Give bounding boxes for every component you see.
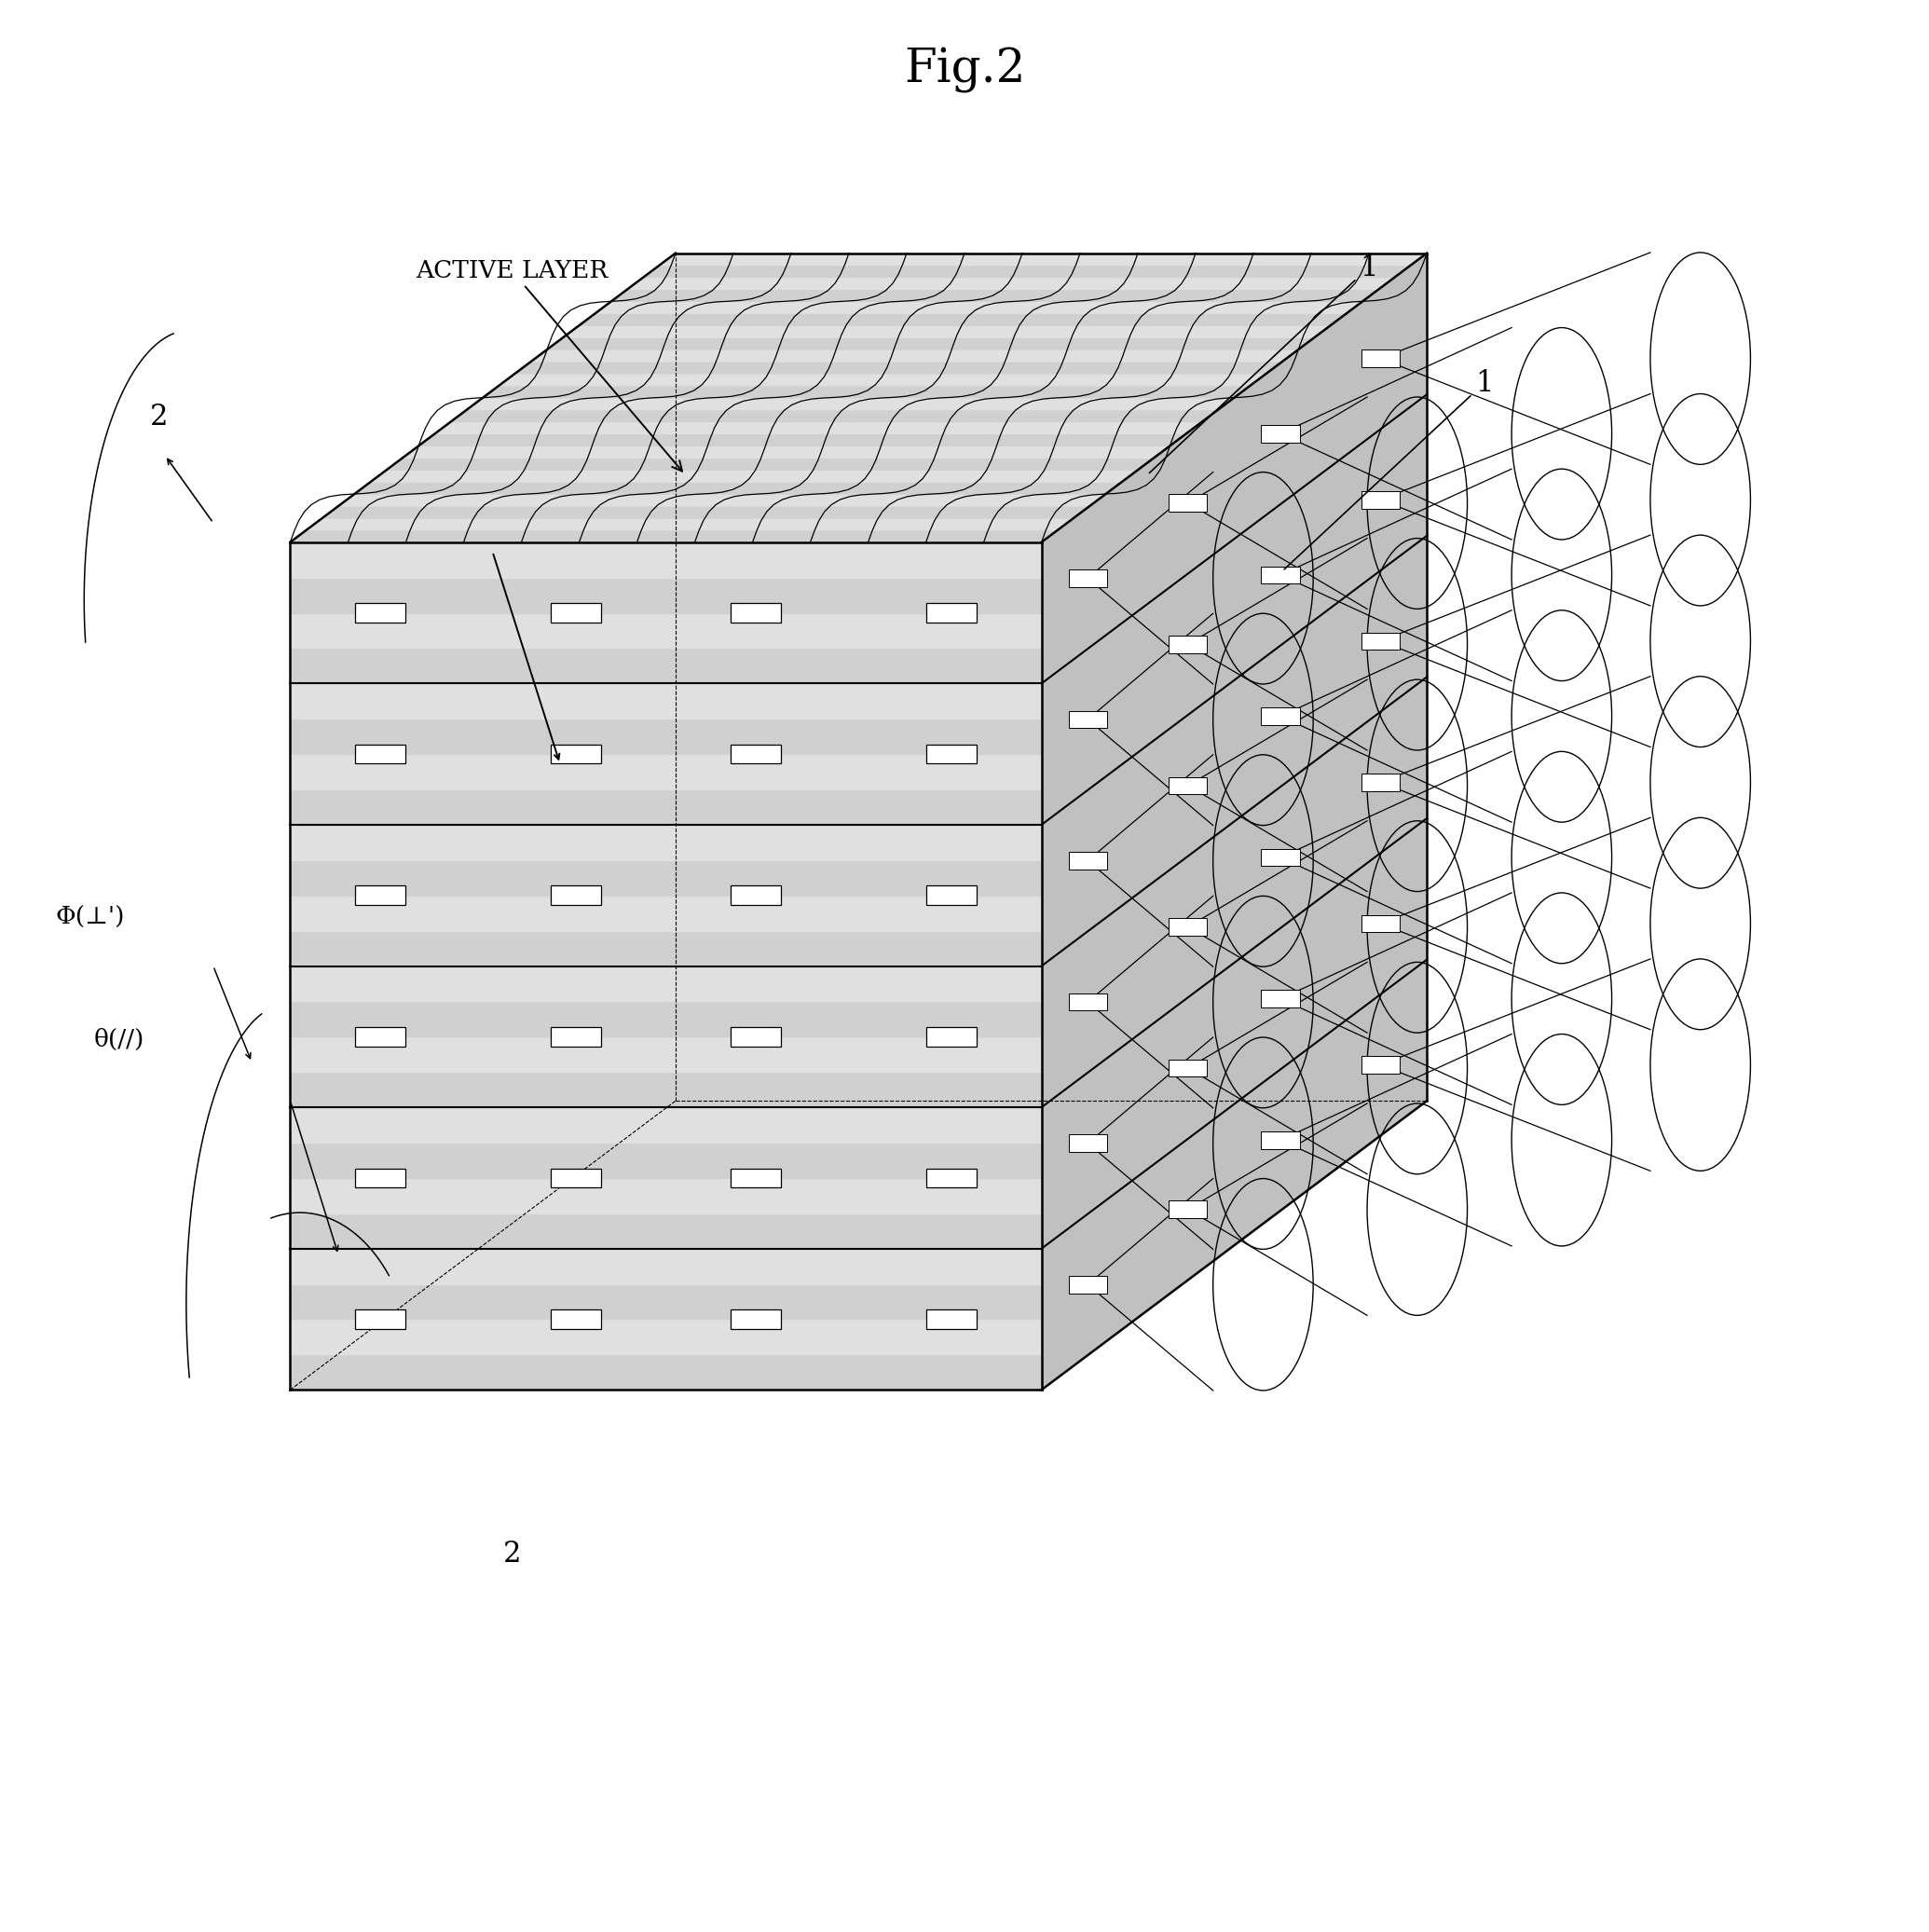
Polygon shape	[338, 495, 1105, 506]
Polygon shape	[515, 361, 1283, 373]
Bar	[1362, 916, 1400, 933]
Bar	[731, 1310, 781, 1329]
Bar	[1169, 1059, 1208, 1076]
Bar	[731, 744, 781, 763]
Text: 1: 1	[1285, 369, 1493, 570]
Bar	[1362, 773, 1400, 790]
Bar	[1169, 495, 1208, 512]
Bar	[1262, 848, 1300, 866]
Text: ACTIVE LAYER: ACTIVE LAYER	[415, 259, 683, 471]
Polygon shape	[548, 338, 1314, 350]
Polygon shape	[322, 506, 1090, 518]
Bar	[731, 603, 781, 622]
Bar	[926, 1169, 976, 1188]
Polygon shape	[579, 313, 1346, 325]
Polygon shape	[530, 350, 1298, 361]
Bar	[926, 603, 976, 622]
Text: Fig.2: Fig.2	[905, 46, 1024, 93]
Bar	[1069, 711, 1107, 728]
Bar	[1362, 632, 1400, 649]
Polygon shape	[660, 253, 1427, 265]
Bar	[731, 885, 781, 904]
Bar	[1262, 425, 1300, 442]
Polygon shape	[403, 446, 1171, 458]
Bar	[355, 1028, 405, 1047]
Text: Φ(⊥'): Φ(⊥')	[56, 906, 125, 929]
Bar	[1069, 1275, 1107, 1293]
Bar	[550, 1028, 600, 1047]
Polygon shape	[451, 410, 1217, 421]
Bar	[1169, 636, 1208, 653]
Polygon shape	[482, 386, 1250, 398]
Bar	[1362, 350, 1400, 367]
Bar	[1262, 566, 1300, 583]
Bar	[355, 744, 405, 763]
Bar	[355, 1310, 405, 1329]
Polygon shape	[611, 290, 1379, 301]
Polygon shape	[627, 276, 1395, 290]
Bar	[1069, 993, 1107, 1010]
Bar	[550, 1310, 600, 1329]
Bar	[1169, 777, 1208, 794]
Bar	[926, 1310, 976, 1329]
Polygon shape	[434, 421, 1202, 435]
Polygon shape	[467, 398, 1235, 410]
Bar	[1069, 852, 1107, 869]
Polygon shape	[596, 301, 1362, 313]
Polygon shape	[289, 253, 1427, 543]
Polygon shape	[386, 458, 1154, 469]
Polygon shape	[289, 529, 1057, 543]
Polygon shape	[500, 373, 1265, 386]
Bar	[1362, 491, 1400, 508]
Bar	[731, 1169, 781, 1188]
Polygon shape	[644, 265, 1410, 276]
Bar	[550, 603, 600, 622]
Bar	[355, 885, 405, 904]
Text: 2: 2	[503, 1540, 521, 1569]
Polygon shape	[1042, 253, 1427, 1389]
Bar	[1069, 1134, 1107, 1151]
Bar	[1262, 707, 1300, 724]
Bar	[355, 1169, 405, 1188]
Bar	[731, 1028, 781, 1047]
Text: 2: 2	[150, 402, 168, 431]
Bar	[550, 885, 600, 904]
Bar	[1262, 989, 1300, 1007]
Bar	[1169, 918, 1208, 935]
Bar	[355, 603, 405, 622]
Bar	[1069, 570, 1107, 587]
Bar	[926, 885, 976, 904]
Bar	[550, 1169, 600, 1188]
Bar	[926, 744, 976, 763]
Polygon shape	[419, 435, 1186, 446]
Bar	[1169, 1200, 1208, 1217]
Bar	[550, 744, 600, 763]
Polygon shape	[370, 469, 1138, 481]
Bar	[926, 1028, 976, 1047]
Polygon shape	[355, 481, 1123, 495]
Text: 1: 1	[1150, 253, 1377, 473]
Text: θ(//): θ(//)	[95, 1028, 145, 1051]
Bar	[1362, 1057, 1400, 1074]
Polygon shape	[307, 518, 1074, 529]
Bar	[1262, 1132, 1300, 1150]
Polygon shape	[563, 325, 1331, 338]
